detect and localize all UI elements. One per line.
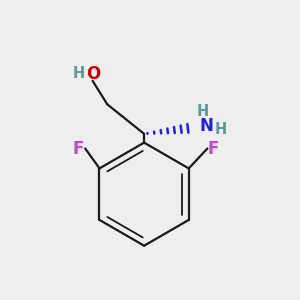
Text: H: H: [214, 122, 227, 137]
Text: N: N: [199, 117, 213, 135]
Text: H: H: [73, 66, 85, 81]
Text: F: F: [208, 140, 219, 158]
Text: F: F: [72, 140, 83, 158]
Text: O: O: [86, 65, 100, 83]
Text: H: H: [197, 104, 209, 119]
